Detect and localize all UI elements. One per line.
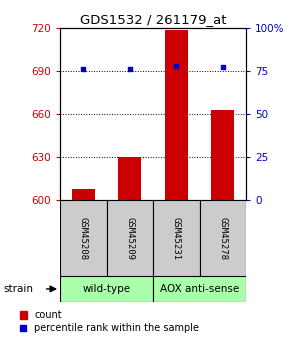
- Point: [81, 66, 86, 72]
- Bar: [60, 200, 106, 276]
- Text: wild-type: wild-type: [82, 284, 130, 294]
- Text: strain: strain: [3, 284, 33, 294]
- Legend: count, percentile rank within the sample: count, percentile rank within the sample: [20, 310, 200, 333]
- Text: GSM45231: GSM45231: [172, 217, 181, 259]
- Text: GSM45278: GSM45278: [218, 217, 227, 259]
- Text: GSM45209: GSM45209: [125, 217, 134, 259]
- Bar: [165, 30, 188, 200]
- Bar: [211, 110, 234, 200]
- Bar: [60, 276, 153, 302]
- Bar: [153, 276, 246, 302]
- Title: GDS1532 / 261179_at: GDS1532 / 261179_at: [80, 13, 226, 27]
- Bar: [72, 189, 95, 200]
- Text: AOX anti-sense: AOX anti-sense: [160, 284, 239, 294]
- Point: [220, 65, 225, 70]
- Point: [174, 63, 179, 68]
- Bar: [106, 200, 153, 276]
- Bar: [153, 200, 200, 276]
- Bar: [118, 157, 141, 200]
- Bar: [200, 200, 246, 276]
- Text: GSM45208: GSM45208: [79, 217, 88, 259]
- Point: [128, 66, 132, 72]
